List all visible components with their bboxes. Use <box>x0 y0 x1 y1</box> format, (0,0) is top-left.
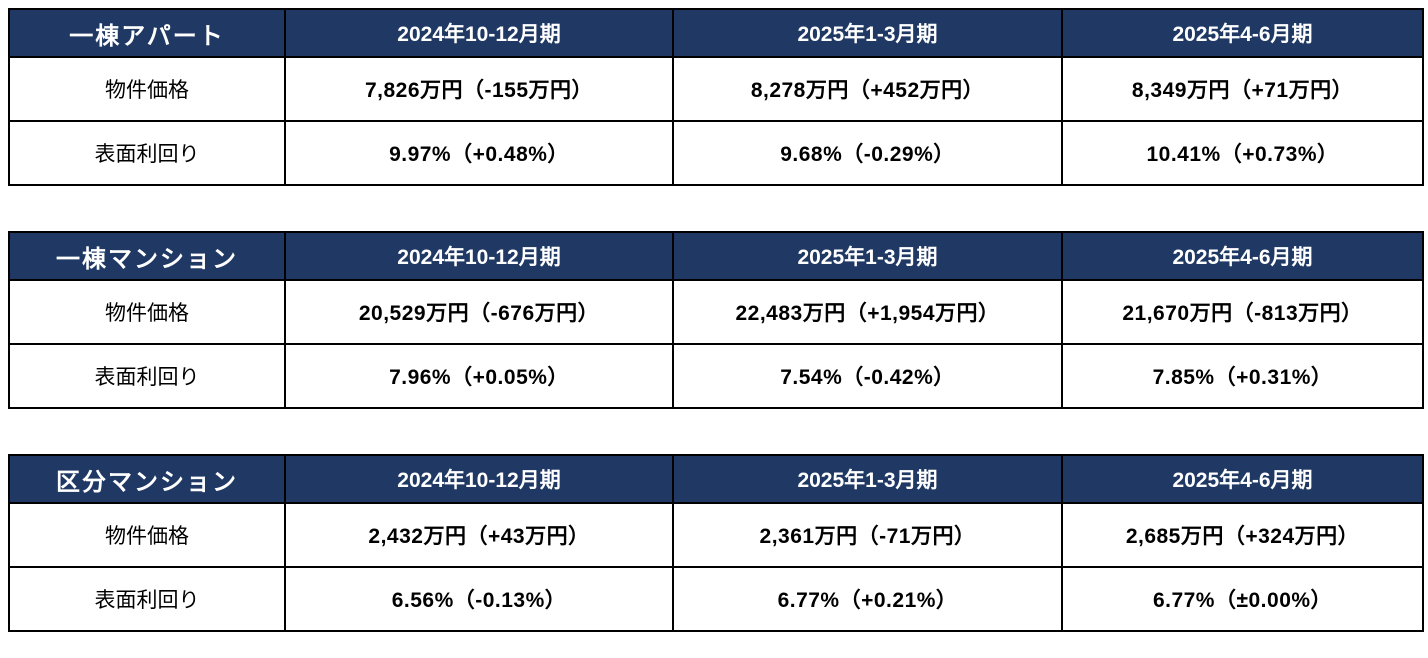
category-label: 一棟アパート <box>8 8 286 58</box>
price-value-q3: 2,685万円（+324万円） <box>1061 502 1424 568</box>
yield-value-q3: 6.77%（±0.00%） <box>1061 566 1424 632</box>
price-value-q3: 21,670万円（-813万円） <box>1061 279 1424 345</box>
table-row-yield: 表面利回り 9.97%（+0.48%） 9.68%（-0.29%） 10.41%… <box>8 120 1424 186</box>
yield-value-q2: 6.77%（+0.21%） <box>672 566 1063 632</box>
table-unit-mansion: 区分マンション 2024年10-12月期 2025年1-3月期 2025年4-6… <box>8 454 1424 632</box>
row-label-yield: 表面利回り <box>8 343 286 409</box>
price-value-q3: 8,349万円（+71万円） <box>1061 56 1424 122</box>
table-row-yield: 表面利回り 6.56%（-0.13%） 6.77%（+0.21%） 6.77%（… <box>8 566 1424 632</box>
price-value-q2: 2,361万円（-71万円） <box>672 502 1063 568</box>
column-header-q3: 2025年4-6月期 <box>1061 8 1424 58</box>
yield-value-q3: 10.41%（+0.73%） <box>1061 120 1424 186</box>
column-header-q3: 2025年4-6月期 <box>1061 231 1424 281</box>
table-row-yield: 表面利回り 7.96%（+0.05%） 7.54%（-0.42%） 7.85%（… <box>8 343 1424 409</box>
table-whole-building-mansion: 一棟マンション 2024年10-12月期 2025年1-3月期 2025年4-6… <box>8 231 1424 409</box>
row-label-price: 物件価格 <box>8 56 286 122</box>
table-whole-building-apartment: 一棟アパート 2024年10-12月期 2025年1-3月期 2025年4-6月… <box>8 8 1424 186</box>
column-header-q1: 2024年10-12月期 <box>284 231 674 281</box>
row-label-yield: 表面利回り <box>8 120 286 186</box>
quarterly-real-estate-report: 一棟アパート 2024年10-12月期 2025年1-3月期 2025年4-6月… <box>8 8 1424 632</box>
price-value-q2: 8,278万円（+452万円） <box>672 56 1063 122</box>
column-header-q1: 2024年10-12月期 <box>284 8 674 58</box>
category-label: 一棟マンション <box>8 231 286 281</box>
yield-value-q2: 9.68%（-0.29%） <box>672 120 1063 186</box>
row-label-price: 物件価格 <box>8 502 286 568</box>
row-label-price: 物件価格 <box>8 279 286 345</box>
column-header-q2: 2025年1-3月期 <box>672 231 1063 281</box>
column-header-q3: 2025年4-6月期 <box>1061 454 1424 504</box>
yield-value-q1: 7.96%（+0.05%） <box>284 343 674 409</box>
price-value-q1: 7,826万円（-155万円） <box>284 56 674 122</box>
price-value-q2: 22,483万円（+1,954万円） <box>672 279 1063 345</box>
price-value-q1: 2,432万円（+43万円） <box>284 502 674 568</box>
yield-value-q1: 9.97%（+0.48%） <box>284 120 674 186</box>
row-label-yield: 表面利回り <box>8 566 286 632</box>
yield-value-q1: 6.56%（-0.13%） <box>284 566 674 632</box>
header-row: 一棟アパート 2024年10-12月期 2025年1-3月期 2025年4-6月… <box>8 8 1424 58</box>
column-header-q2: 2025年1-3月期 <box>672 8 1063 58</box>
header-row: 一棟マンション 2024年10-12月期 2025年1-3月期 2025年4-6… <box>8 231 1424 281</box>
price-value-q1: 20,529万円（-676万円） <box>284 279 674 345</box>
table-row-price: 物件価格 2,432万円（+43万円） 2,361万円（-71万円） 2,685… <box>8 502 1424 568</box>
column-header-q1: 2024年10-12月期 <box>284 454 674 504</box>
table-row-price: 物件価格 20,529万円（-676万円） 22,483万円（+1,954万円）… <box>8 279 1424 345</box>
table-row-price: 物件価格 7,826万円（-155万円） 8,278万円（+452万円） 8,3… <box>8 56 1424 122</box>
category-label: 区分マンション <box>8 454 286 504</box>
header-row: 区分マンション 2024年10-12月期 2025年1-3月期 2025年4-6… <box>8 454 1424 504</box>
yield-value-q2: 7.54%（-0.42%） <box>672 343 1063 409</box>
yield-value-q3: 7.85%（+0.31%） <box>1061 343 1424 409</box>
column-header-q2: 2025年1-3月期 <box>672 454 1063 504</box>
